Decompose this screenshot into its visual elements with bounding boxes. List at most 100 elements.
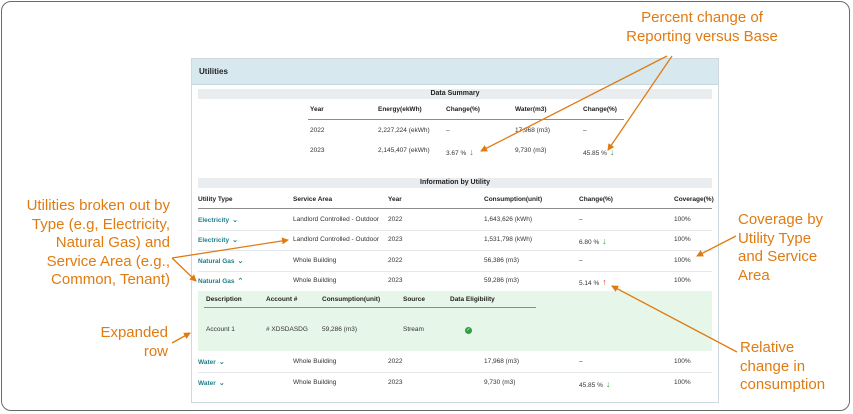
utility-type-label: Natural Gas xyxy=(198,258,235,265)
annotation-percent-change: Percent change of Reporting versus Base xyxy=(604,9,800,46)
row-divider xyxy=(198,271,712,272)
row-change: 5.14 % xyxy=(579,280,600,287)
arrow-down-icon: ↓ xyxy=(602,236,607,246)
annotation-line: Reporting versus Base xyxy=(626,27,778,45)
summary-header-year: Year xyxy=(310,106,324,113)
info-header-coverage: Coverage(%) xyxy=(674,196,714,203)
row-consumption: 9,730 (m3) xyxy=(484,379,516,386)
row-change: 6.80 % xyxy=(579,239,600,246)
row-change: – xyxy=(579,216,583,223)
sub-description: Account 1 xyxy=(206,326,235,333)
arrow-down-icon: ↓ xyxy=(469,147,474,157)
annotation-line: and Service xyxy=(738,248,818,265)
row-coverage: 100% xyxy=(674,216,691,223)
sub-consumption: 59,286 (m3) xyxy=(322,326,358,333)
service-area: Whole Building xyxy=(293,358,337,365)
row-divider xyxy=(198,372,712,373)
summary-energy: 2,145,407 (ekWh) xyxy=(378,147,430,154)
utility-type-label: Water xyxy=(198,359,216,366)
annotation-line: Common, Tenant) xyxy=(51,271,170,288)
summary-water-change-cell: 45.85 % ↓ xyxy=(583,147,614,157)
utility-type-toggle[interactable]: Water ⌄ xyxy=(198,358,225,366)
chevron-up-icon: ⌃ xyxy=(237,278,244,285)
row-coverage: 100% xyxy=(674,379,691,386)
summary-year: 2022 xyxy=(310,127,325,134)
row-change-cell: 5.14 % ↑ xyxy=(579,277,607,287)
arrow-to-coverage xyxy=(696,235,737,257)
arrow-down-icon: ↓ xyxy=(605,379,611,389)
row-coverage: 100% xyxy=(674,257,691,264)
row-year: 2022 xyxy=(388,216,403,223)
service-area: Whole Building xyxy=(293,379,337,386)
sub-header-divider xyxy=(204,307,536,308)
row-change: – xyxy=(579,257,583,264)
arrow-up-icon: ↑ xyxy=(602,277,607,287)
annotation-line: Expanded xyxy=(100,324,168,341)
chevron-down-icon: ⌄ xyxy=(218,380,225,387)
info-by-utility-band: Information by Utility xyxy=(198,178,712,188)
utility-type-toggle[interactable]: Natural Gas ⌃ xyxy=(198,277,243,285)
summary-header-energy-change: Change(%) xyxy=(446,106,480,113)
arrow-to-utility-type xyxy=(171,257,197,282)
card-title: Utilities xyxy=(199,67,228,76)
row-consumption: 1,643,626 (kWh) xyxy=(484,216,533,223)
row-year: 2022 xyxy=(388,257,403,264)
row-consumption: 59,286 (m3) xyxy=(484,277,520,284)
annotation-line: Percent change of xyxy=(641,9,763,26)
service-area: Whole Building xyxy=(293,277,337,284)
utility-type-label: Electricity xyxy=(198,237,230,244)
annotation-line: Relative xyxy=(740,339,795,356)
chevron-down-icon: ⌄ xyxy=(232,237,238,244)
row-consumption: 1,531,798 (kWh) xyxy=(484,236,533,243)
row-year: 2023 xyxy=(388,236,403,243)
summary-water: 17,968 (m3) xyxy=(515,127,551,134)
summary-header-water-change: Change(%) xyxy=(583,106,617,113)
annotation-coverage: Coverage by Utility Type and Service Are… xyxy=(738,211,823,285)
sub-header-consumption: Consumption(unit) xyxy=(322,296,381,303)
annotation-line: change in xyxy=(740,357,806,375)
info-header-type: Utility Type xyxy=(198,196,233,203)
summary-energy-change-cell: 3.67 % ↓ xyxy=(446,147,474,157)
chevron-down-icon: ⌄ xyxy=(232,217,238,224)
summary-header-energy: Energy(ekWh) xyxy=(378,106,422,113)
check-circle-icon: ✓ xyxy=(465,327,472,334)
annotation-line: Utilities broken out by xyxy=(26,197,170,214)
card-header: Utilities xyxy=(192,59,718,85)
utility-type-toggle[interactable]: Water ⌄ xyxy=(198,379,225,387)
utility-type-toggle[interactable]: Electricity ⌄ xyxy=(198,236,238,244)
utility-type-toggle[interactable]: Natural Gas ⌄ xyxy=(198,257,243,265)
utility-type-label: Natural Gas xyxy=(198,278,235,285)
utility-type-label: Electricity xyxy=(198,217,230,224)
chevron-down-icon: ⌄ xyxy=(237,258,244,265)
row-divider xyxy=(198,250,712,251)
arrow-to-water-change xyxy=(607,55,673,151)
annotation-line: Utility Type xyxy=(738,229,812,247)
row-change: 45.85 % xyxy=(579,382,603,389)
arrow-to-expanded-row xyxy=(171,332,191,344)
info-header-consumption: Consumption(unit) xyxy=(484,196,543,203)
row-year: 2022 xyxy=(388,358,403,365)
sub-header-description: Description xyxy=(206,296,242,303)
arrow-down-icon: ↓ xyxy=(609,147,615,157)
summary-water-change: – xyxy=(583,127,587,134)
summary-water: 9,730 (m3) xyxy=(515,147,547,154)
utility-type-toggle[interactable]: Electricity ⌄ xyxy=(198,216,238,224)
chevron-down-icon: ⌄ xyxy=(218,359,225,366)
summary-header-water: Water(m3) xyxy=(515,106,547,113)
summary-energy: 2,227,224 (ekWh) xyxy=(378,127,430,134)
sub-header-source: Source xyxy=(403,296,426,303)
annotation-line: consumption xyxy=(740,376,826,393)
info-header-area: Service Area xyxy=(293,196,333,203)
utility-type-label: Water xyxy=(198,380,216,387)
row-coverage: 100% xyxy=(674,358,691,365)
row-change-cell: 45.85 % ↓ xyxy=(579,379,610,389)
annotation-line: Type (e.g, Electricity, xyxy=(31,215,170,233)
arrow-to-service-area xyxy=(171,237,289,259)
summary-energy-change: – xyxy=(446,127,450,134)
sub-header-account: Account # xyxy=(266,296,298,303)
service-area: Landlord Controlled - Outdoor xyxy=(293,216,379,223)
annotation-line: Natural Gas) and xyxy=(55,234,170,251)
info-header-year: Year xyxy=(388,196,402,203)
sub-header-eligibility: Data Eligibility xyxy=(450,296,495,303)
